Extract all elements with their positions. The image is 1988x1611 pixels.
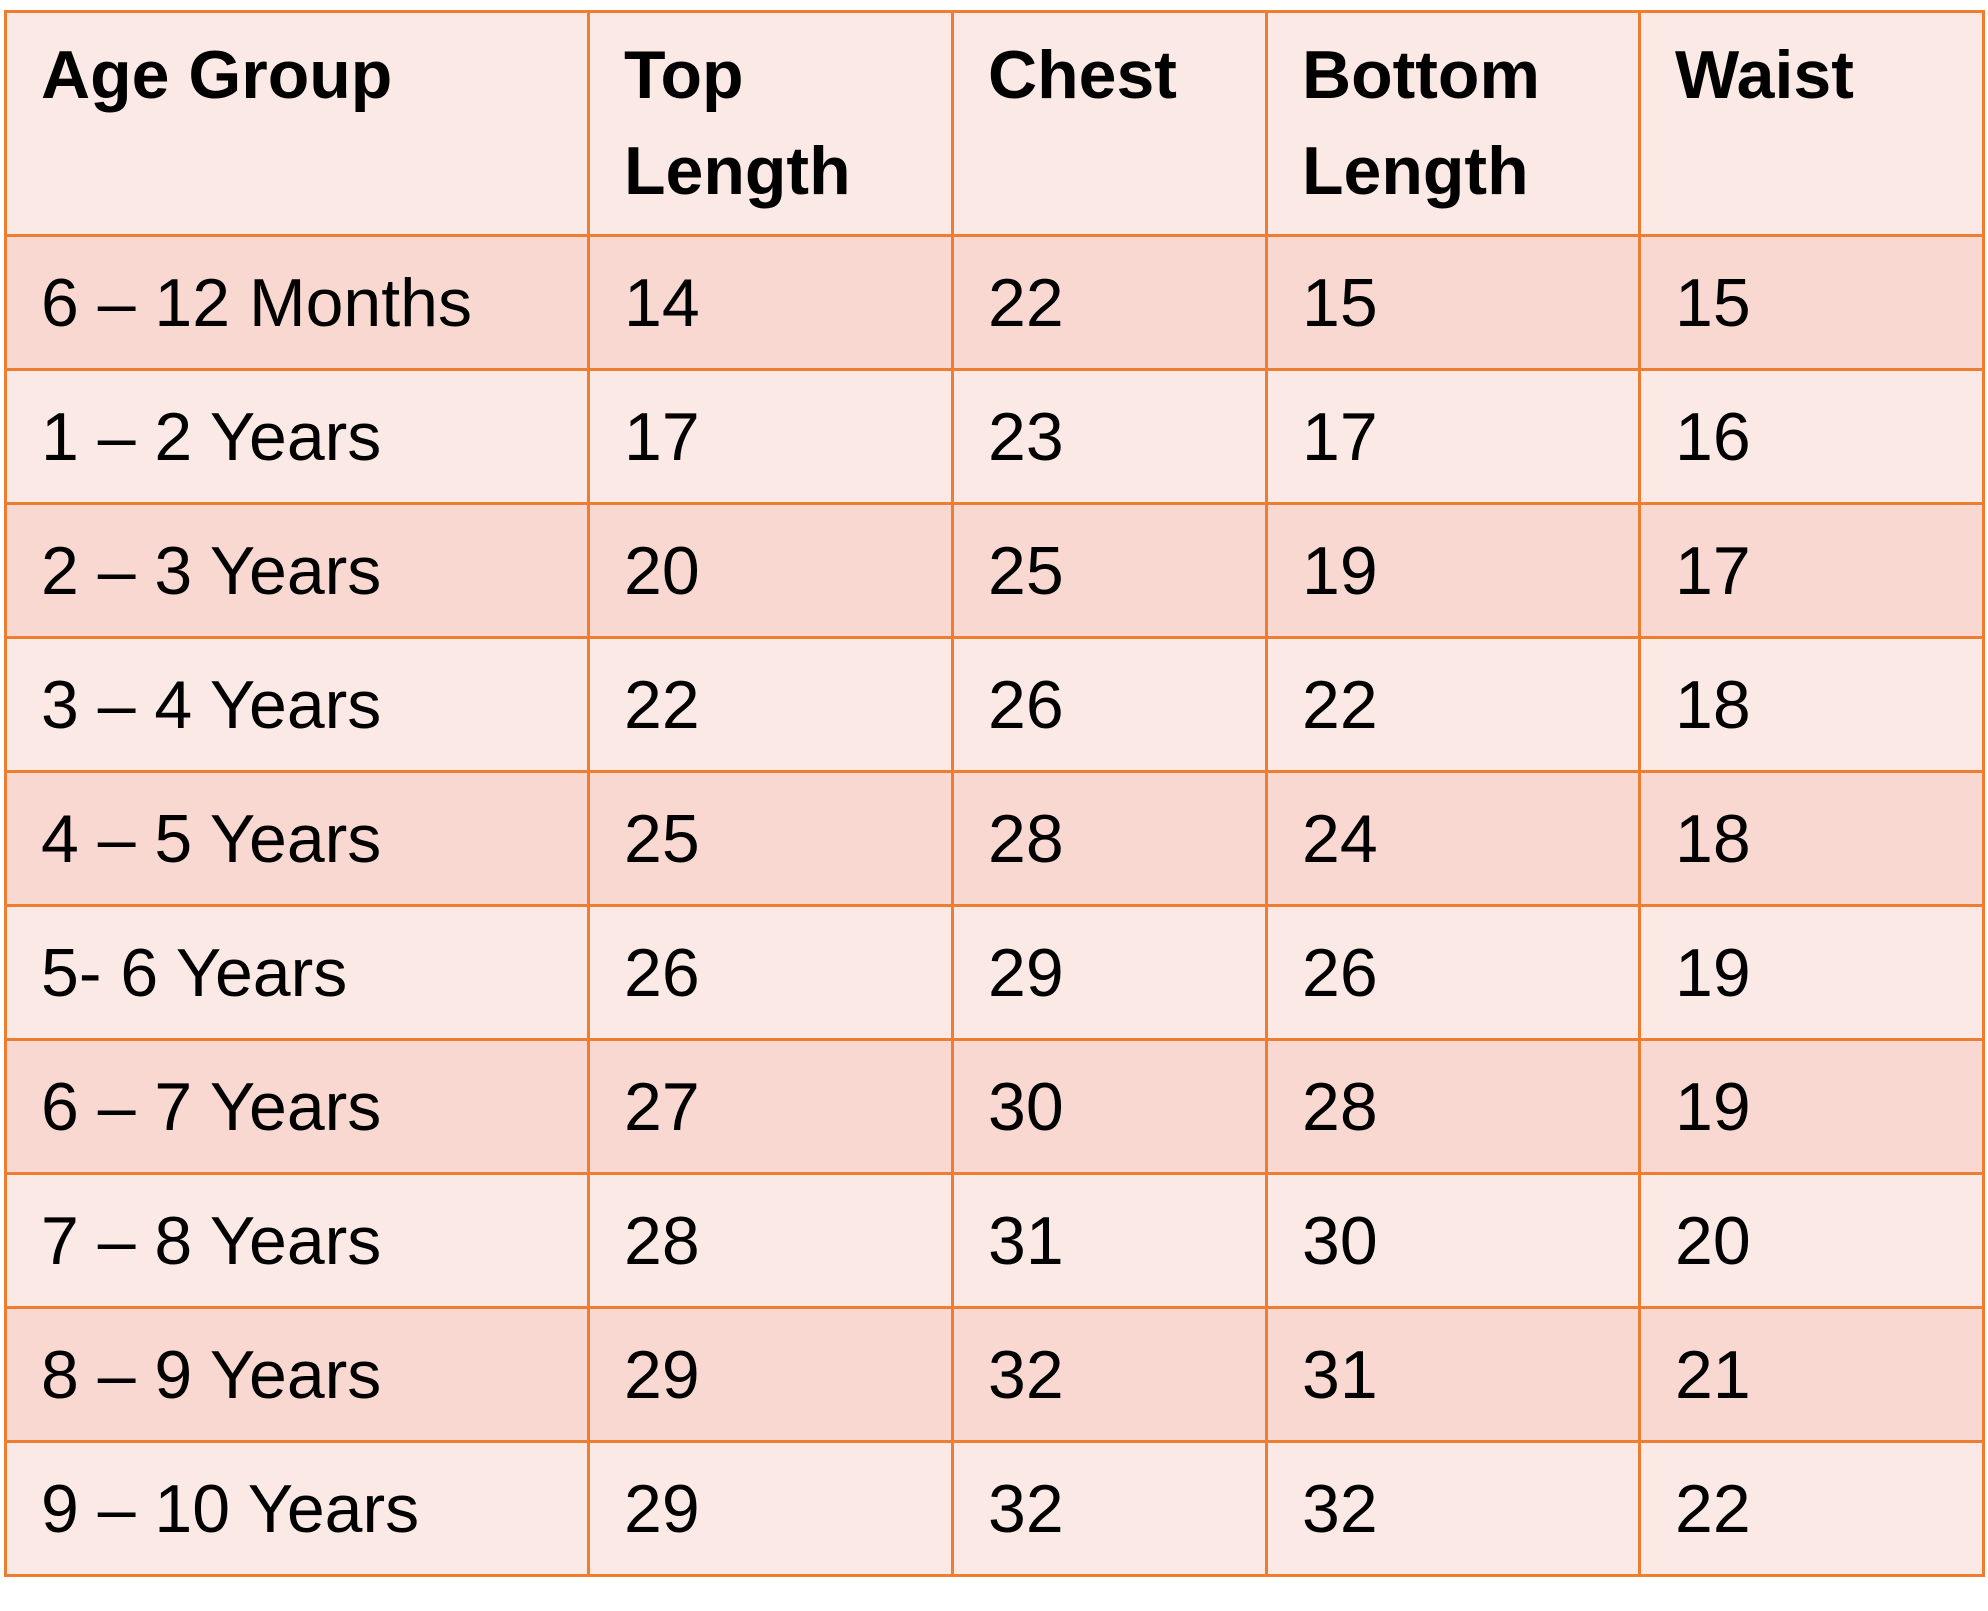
- measure-cell: 32: [951, 1440, 1268, 1577]
- age-group-cell: 8 – 9 Years: [4, 1306, 590, 1443]
- measure-cell: 32: [1265, 1440, 1641, 1577]
- measure-cell: 27: [587, 1038, 954, 1175]
- age-group-cell: 9 – 10 Years: [4, 1440, 590, 1577]
- measure-cell: 15: [1638, 234, 1985, 371]
- measure-cell: 15: [1265, 234, 1641, 371]
- measure-cell: 22: [1265, 636, 1641, 773]
- table-row: 7 – 8 Years 28 31 30 20: [4, 1172, 1985, 1309]
- age-group-cell: 4 – 5 Years: [4, 770, 590, 907]
- age-group-cell: 6 – 7 Years: [4, 1038, 590, 1175]
- measure-cell: 26: [587, 904, 954, 1041]
- measure-cell: 20: [587, 502, 954, 639]
- header-cell: Top Length: [587, 10, 954, 237]
- measure-cell: 24: [1265, 770, 1641, 907]
- measure-cell: 22: [1638, 1440, 1985, 1577]
- measure-cell: 20: [1638, 1172, 1985, 1309]
- measure-cell: 18: [1638, 636, 1985, 773]
- measure-cell: 14: [587, 234, 954, 371]
- table-row: 6 – 12 Months 14 22 15 15: [4, 234, 1985, 371]
- table-row: 4 – 5 Years 25 28 24 18: [4, 770, 1985, 907]
- measure-cell: 19: [1265, 502, 1641, 639]
- age-group-cell: 1 – 2 Years: [4, 368, 590, 505]
- measure-cell: 16: [1638, 368, 1985, 505]
- measure-cell: 29: [587, 1306, 954, 1443]
- measure-cell: 18: [1638, 770, 1985, 907]
- measure-cell: 17: [587, 368, 954, 505]
- table-row: 1 – 2 Years 17 23 17 16: [4, 368, 1985, 505]
- measure-cell: 19: [1638, 1038, 1985, 1175]
- age-group-cell: 2 – 3 Years: [4, 502, 590, 639]
- table-row: 2 – 3 Years 20 25 19 17: [4, 502, 1985, 639]
- measure-cell: 17: [1638, 502, 1985, 639]
- measure-cell: 31: [1265, 1306, 1641, 1443]
- table-row: 3 – 4 Years 22 26 22 18: [4, 636, 1985, 773]
- age-group-cell: 3 – 4 Years: [4, 636, 590, 773]
- measure-cell: 28: [951, 770, 1268, 907]
- age-group-cell: 5- 6 Years: [4, 904, 590, 1041]
- measure-cell: 28: [1265, 1038, 1641, 1175]
- measure-cell: 17: [1265, 368, 1641, 505]
- measure-cell: 26: [1265, 904, 1641, 1041]
- measure-cell: 29: [951, 904, 1268, 1041]
- age-group-cell: 6 – 12 Months: [4, 234, 590, 371]
- header-cell: Age Group: [4, 10, 590, 237]
- header-cell: Bottom Length: [1265, 10, 1641, 237]
- header-cell: Waist: [1638, 10, 1985, 237]
- table-row: 6 – 7 Years 27 30 28 19: [4, 1038, 1985, 1175]
- measure-cell: 30: [1265, 1172, 1641, 1309]
- table-row: 8 – 9 Years 29 32 31 21: [4, 1306, 1985, 1443]
- measure-cell: 22: [951, 234, 1268, 371]
- measure-cell: 28: [587, 1172, 954, 1309]
- measure-cell: 32: [951, 1306, 1268, 1443]
- measure-cell: 23: [951, 368, 1268, 505]
- table-row: 9 – 10 Years 29 32 32 22: [4, 1440, 1985, 1577]
- size-table: Age Group Top Length Chest Bottom Length Wai…: [4, 10, 1985, 1577]
- measure-cell: 29: [587, 1440, 954, 1577]
- measure-cell: 21: [1638, 1306, 1985, 1443]
- measure-cell: 30: [951, 1038, 1268, 1175]
- measure-cell: 31: [951, 1172, 1268, 1309]
- age-group-cell: 7 – 8 Years: [4, 1172, 590, 1309]
- measure-cell: 26: [951, 636, 1268, 773]
- header-cell: Chest: [951, 10, 1268, 237]
- measure-cell: 25: [951, 502, 1268, 639]
- header-row: Age Group Top Length Chest Bottom Length Wai…: [4, 10, 1985, 237]
- measure-cell: 19: [1638, 904, 1985, 1041]
- table-row: 5- 6 Years 26 29 26 19: [4, 904, 1985, 1041]
- measure-cell: 22: [587, 636, 954, 773]
- table-body: 6 – 12 Months 14 22 15 15 1 – 2 Years 17 23 17 16…: [4, 234, 1985, 1577]
- measure-cell: 25: [587, 770, 954, 907]
